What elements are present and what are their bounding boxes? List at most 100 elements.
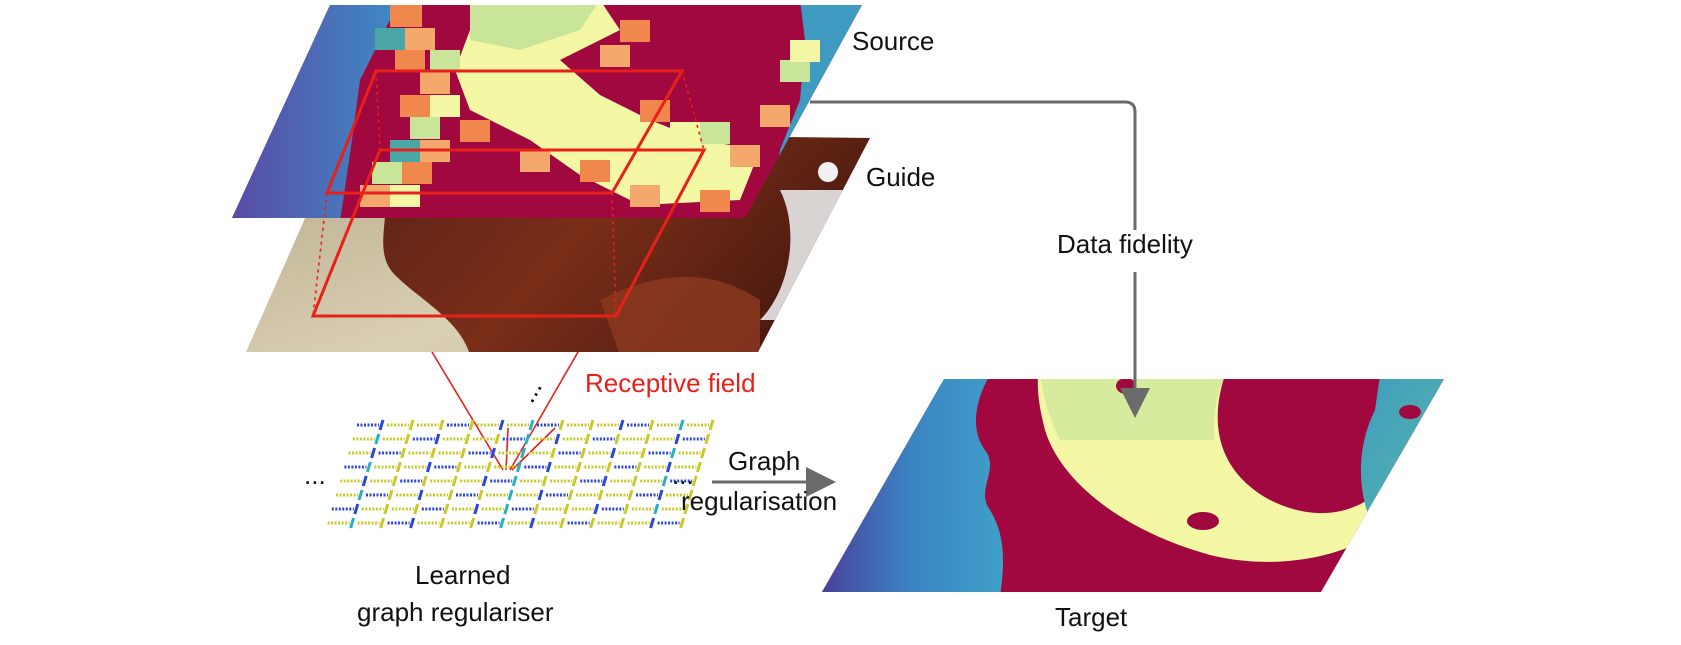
source-yellow-region (455, 5, 760, 205)
graph-edge (395, 461, 402, 473)
target-label: Target (1055, 602, 1128, 632)
graph-edge (687, 489, 694, 501)
graph-edge (678, 419, 685, 431)
arrows (712, 100, 1150, 497)
graph-edge (498, 419, 505, 431)
ellipsis-top: ... (511, 374, 548, 408)
ellipsis-left: ... (304, 460, 326, 490)
graph-edge (520, 447, 527, 459)
graph-edge (515, 461, 522, 473)
graph-edge (619, 517, 626, 529)
graph-edge (374, 433, 381, 445)
graph-edge (588, 419, 595, 431)
graph-edge (490, 447, 497, 459)
graph-edge (618, 419, 625, 431)
graph-edge (533, 503, 540, 515)
graph-edge (571, 475, 578, 487)
graph-edge (614, 433, 621, 445)
graph-regularisation-label-line2: regularisation (681, 486, 837, 516)
data-fidelity-arrow-top (810, 100, 1137, 230)
graph-edge (499, 517, 506, 529)
graph-edge (704, 433, 711, 445)
graph-edge (674, 433, 681, 445)
graph-edge (558, 419, 565, 431)
graph-edge (391, 475, 398, 487)
graph-edge (679, 517, 686, 529)
graph-edge (695, 461, 702, 473)
source-green-region (470, 5, 600, 50)
guide-label: Guide (866, 162, 935, 192)
graph-edge (481, 475, 488, 487)
graph-edge (601, 475, 608, 487)
graph-edge (550, 447, 557, 459)
graph-edge (700, 447, 707, 459)
graph-edge (597, 489, 604, 501)
graph-edge (627, 489, 634, 501)
graph-edge (545, 461, 552, 473)
target-left-region (822, 379, 1003, 592)
graph-edge (661, 475, 668, 487)
receptive-field (310, 69, 707, 471)
graph-edge (503, 503, 510, 515)
graph-edge (665, 461, 672, 473)
graph-edge (640, 447, 647, 459)
graph-edge (691, 475, 698, 487)
graph-regularisation-label-line1: Graph (728, 446, 800, 476)
graph-edge (460, 447, 467, 459)
graph-edge (379, 517, 386, 529)
graph-edge (631, 475, 638, 487)
graph-edge (610, 447, 617, 459)
graph-edge (455, 461, 462, 473)
graph-edge (529, 517, 536, 529)
graph-edge (408, 419, 415, 431)
graph-edge (644, 433, 651, 445)
graph-edge (434, 433, 441, 445)
graph-edge (554, 433, 561, 445)
graph-edge (469, 517, 476, 529)
graph-edge (473, 503, 480, 515)
graph-edge (365, 461, 372, 473)
graph-edge (605, 461, 612, 473)
graph-edge (353, 503, 360, 515)
graph-edge (584, 433, 591, 445)
graph-edge (357, 489, 364, 501)
graph-edge (430, 447, 437, 459)
graph-edge (468, 419, 475, 431)
ellipsis-right: ... (672, 460, 694, 490)
receptive-field-label: Receptive field (585, 368, 756, 398)
graph-edge (708, 419, 715, 431)
graph-edge (567, 489, 574, 501)
graph-edge (387, 489, 394, 501)
graph-edge (494, 433, 501, 445)
graph-edge (537, 489, 544, 501)
graph-edge (683, 503, 690, 515)
source-layer (232, 5, 862, 218)
graph-edge (349, 517, 356, 529)
graph-edge (653, 503, 660, 515)
source-label: Source (852, 26, 934, 56)
learned-regulariser-label-line1: Learned (415, 560, 510, 590)
graph-edge (447, 489, 454, 501)
graph-edge (507, 489, 514, 501)
graph-edge (451, 475, 458, 487)
graph-edge (589, 517, 596, 529)
graph-edge (421, 475, 428, 487)
graph-edge (593, 503, 600, 515)
graph-edge (670, 447, 677, 459)
graph-edge (528, 419, 535, 431)
graph-edge (438, 419, 445, 431)
graph-edge (635, 461, 642, 473)
graph-edge (361, 475, 368, 487)
graph-edge (563, 503, 570, 515)
graph-edge (378, 419, 385, 431)
graph-edge (580, 447, 587, 459)
graph-edge (439, 517, 446, 529)
graph-edge (400, 447, 407, 459)
graph-edge (425, 461, 432, 473)
graph-edge (413, 503, 420, 515)
graph-edge (657, 489, 664, 501)
data-fidelity-label: Data fidelity (1057, 229, 1193, 259)
receptive-field-guide-box (310, 148, 707, 318)
